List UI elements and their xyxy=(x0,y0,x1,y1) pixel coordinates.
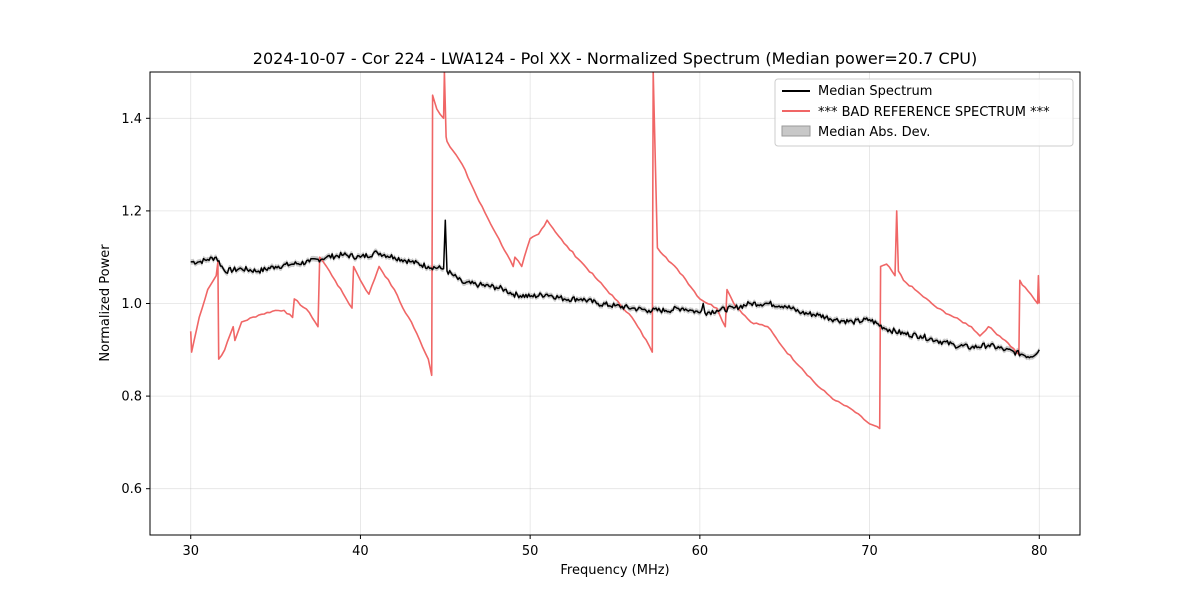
median-spectrum-line xyxy=(190,219,1040,359)
y-axis-label: Normalized Power xyxy=(98,244,113,362)
x-tick-label: 50 xyxy=(522,544,539,559)
legend-mad-label: Median Abs. Dev. xyxy=(818,125,930,140)
x-tick-label: 60 xyxy=(692,544,709,559)
y-tick-label: 0.8 xyxy=(121,390,142,405)
legend-median-label: Median Spectrum xyxy=(818,84,932,99)
plot-area xyxy=(189,72,1041,430)
legend-bad-reference-label: *** BAD REFERENCE SPECTRUM *** xyxy=(818,105,1050,120)
y-tick-label: 1.2 xyxy=(121,204,142,219)
legend: Median Spectrum *** BAD REFERENCE SPECTR… xyxy=(774,78,1074,147)
legend-box xyxy=(774,78,1074,147)
x-tick-label: 30 xyxy=(182,544,199,559)
y-tick-label: 1.0 xyxy=(121,297,142,312)
x-tick-label: 40 xyxy=(352,544,369,559)
legend-mad-swatch xyxy=(781,125,811,137)
y-tick-label: 0.6 xyxy=(121,482,142,497)
x-tick-label: 80 xyxy=(1031,544,1048,559)
x-axis-label: Frequency (MHz) xyxy=(560,563,669,578)
y-tick-label: 1.4 xyxy=(121,112,142,127)
bad-reference-spectrum-line xyxy=(189,72,1041,430)
x-tick-label: 70 xyxy=(861,544,878,559)
axis-ticks: 30 40 50 60 70 80 0.6 0.8 1.0 1.2 1.4 xyxy=(121,112,1047,559)
chart-title: 2024-10-07 - Cor 224 - LWA124 - Pol XX -… xyxy=(253,49,977,68)
